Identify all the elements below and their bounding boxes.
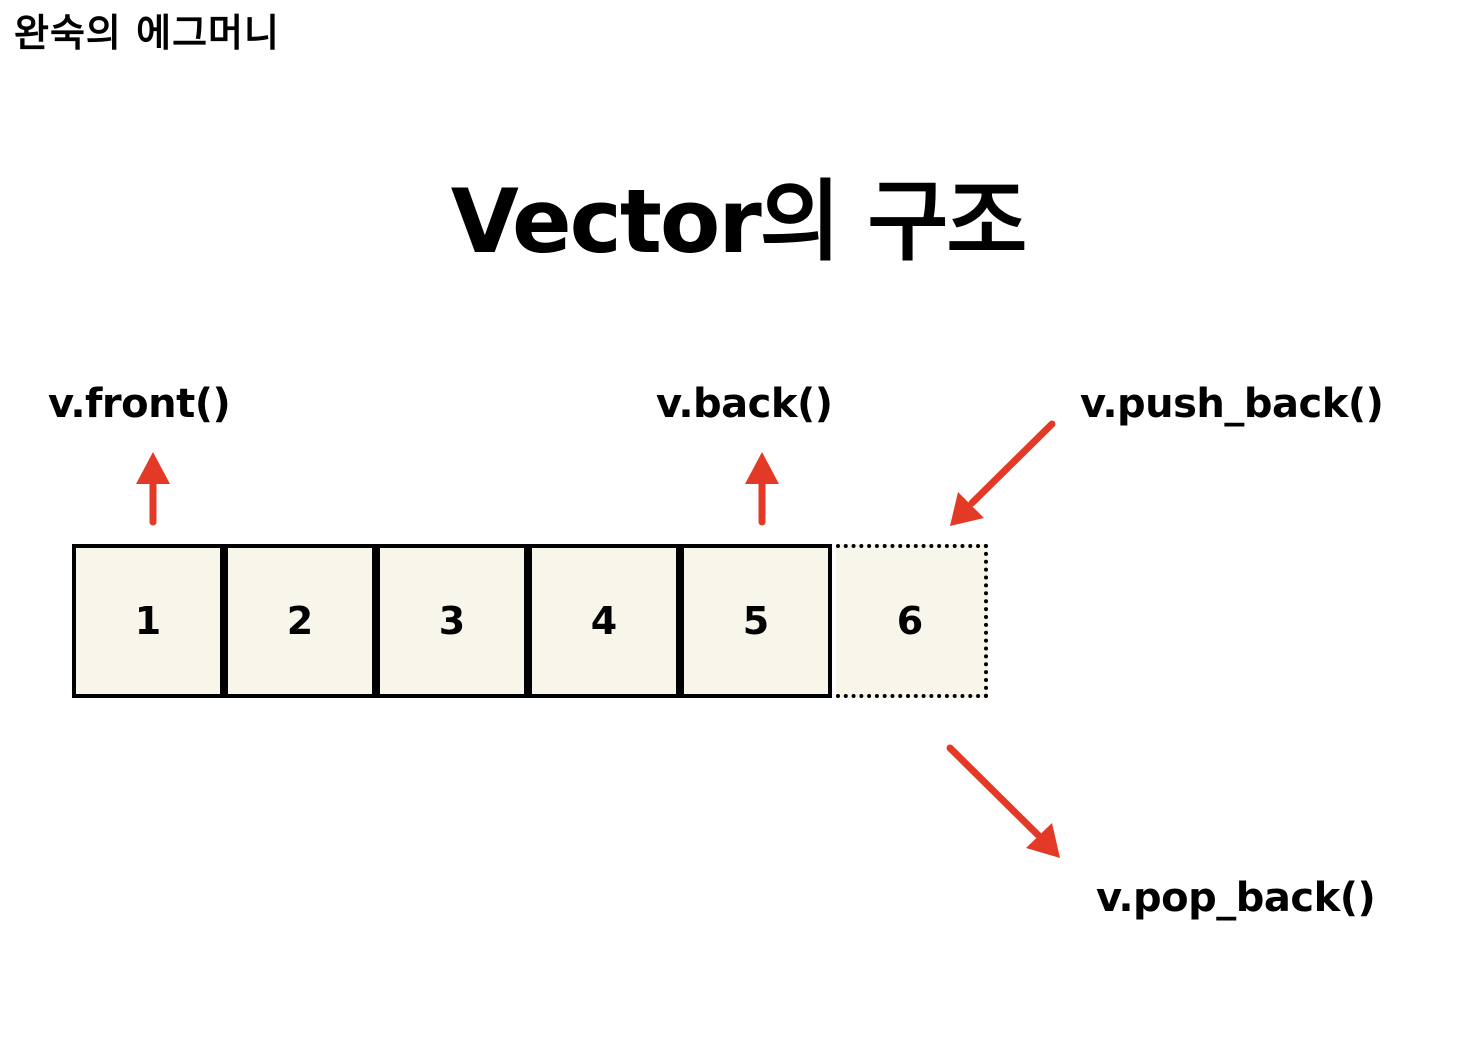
- back-label: v.back(): [656, 381, 833, 427]
- front-arrow-head: [136, 452, 170, 484]
- push-back-label: v.push_back(): [1080, 381, 1384, 427]
- vector-cell-2: 2: [224, 544, 376, 698]
- back-arrow-head: [745, 452, 779, 484]
- front-label: v.front(): [48, 381, 231, 427]
- page-title: Vector의 구조: [450, 170, 1028, 273]
- push-back-arrow-shaft: [968, 420, 1056, 507]
- back-arrow-icon: [745, 452, 779, 526]
- pop-back-label: v.pop_back(): [1096, 875, 1376, 921]
- front-arrow-icon: [136, 452, 170, 526]
- pop-back-arrow-icon: [946, 744, 1060, 858]
- vector-cell-1: 1: [72, 544, 224, 698]
- vector-cell-4: 4: [528, 544, 680, 698]
- vector-cell-6-pending: 6: [836, 544, 988, 698]
- pop-back-arrow-shaft: [946, 744, 1042, 839]
- push-back-arrow-icon: [950, 420, 1056, 526]
- vector-cell-5: 5: [680, 544, 832, 698]
- pop-back-arrow-head: [1026, 823, 1060, 858]
- brand-text: 완숙의 에그머니: [14, 11, 280, 55]
- push-back-arrow-head: [950, 492, 984, 526]
- vector-cell-3: 3: [376, 544, 528, 698]
